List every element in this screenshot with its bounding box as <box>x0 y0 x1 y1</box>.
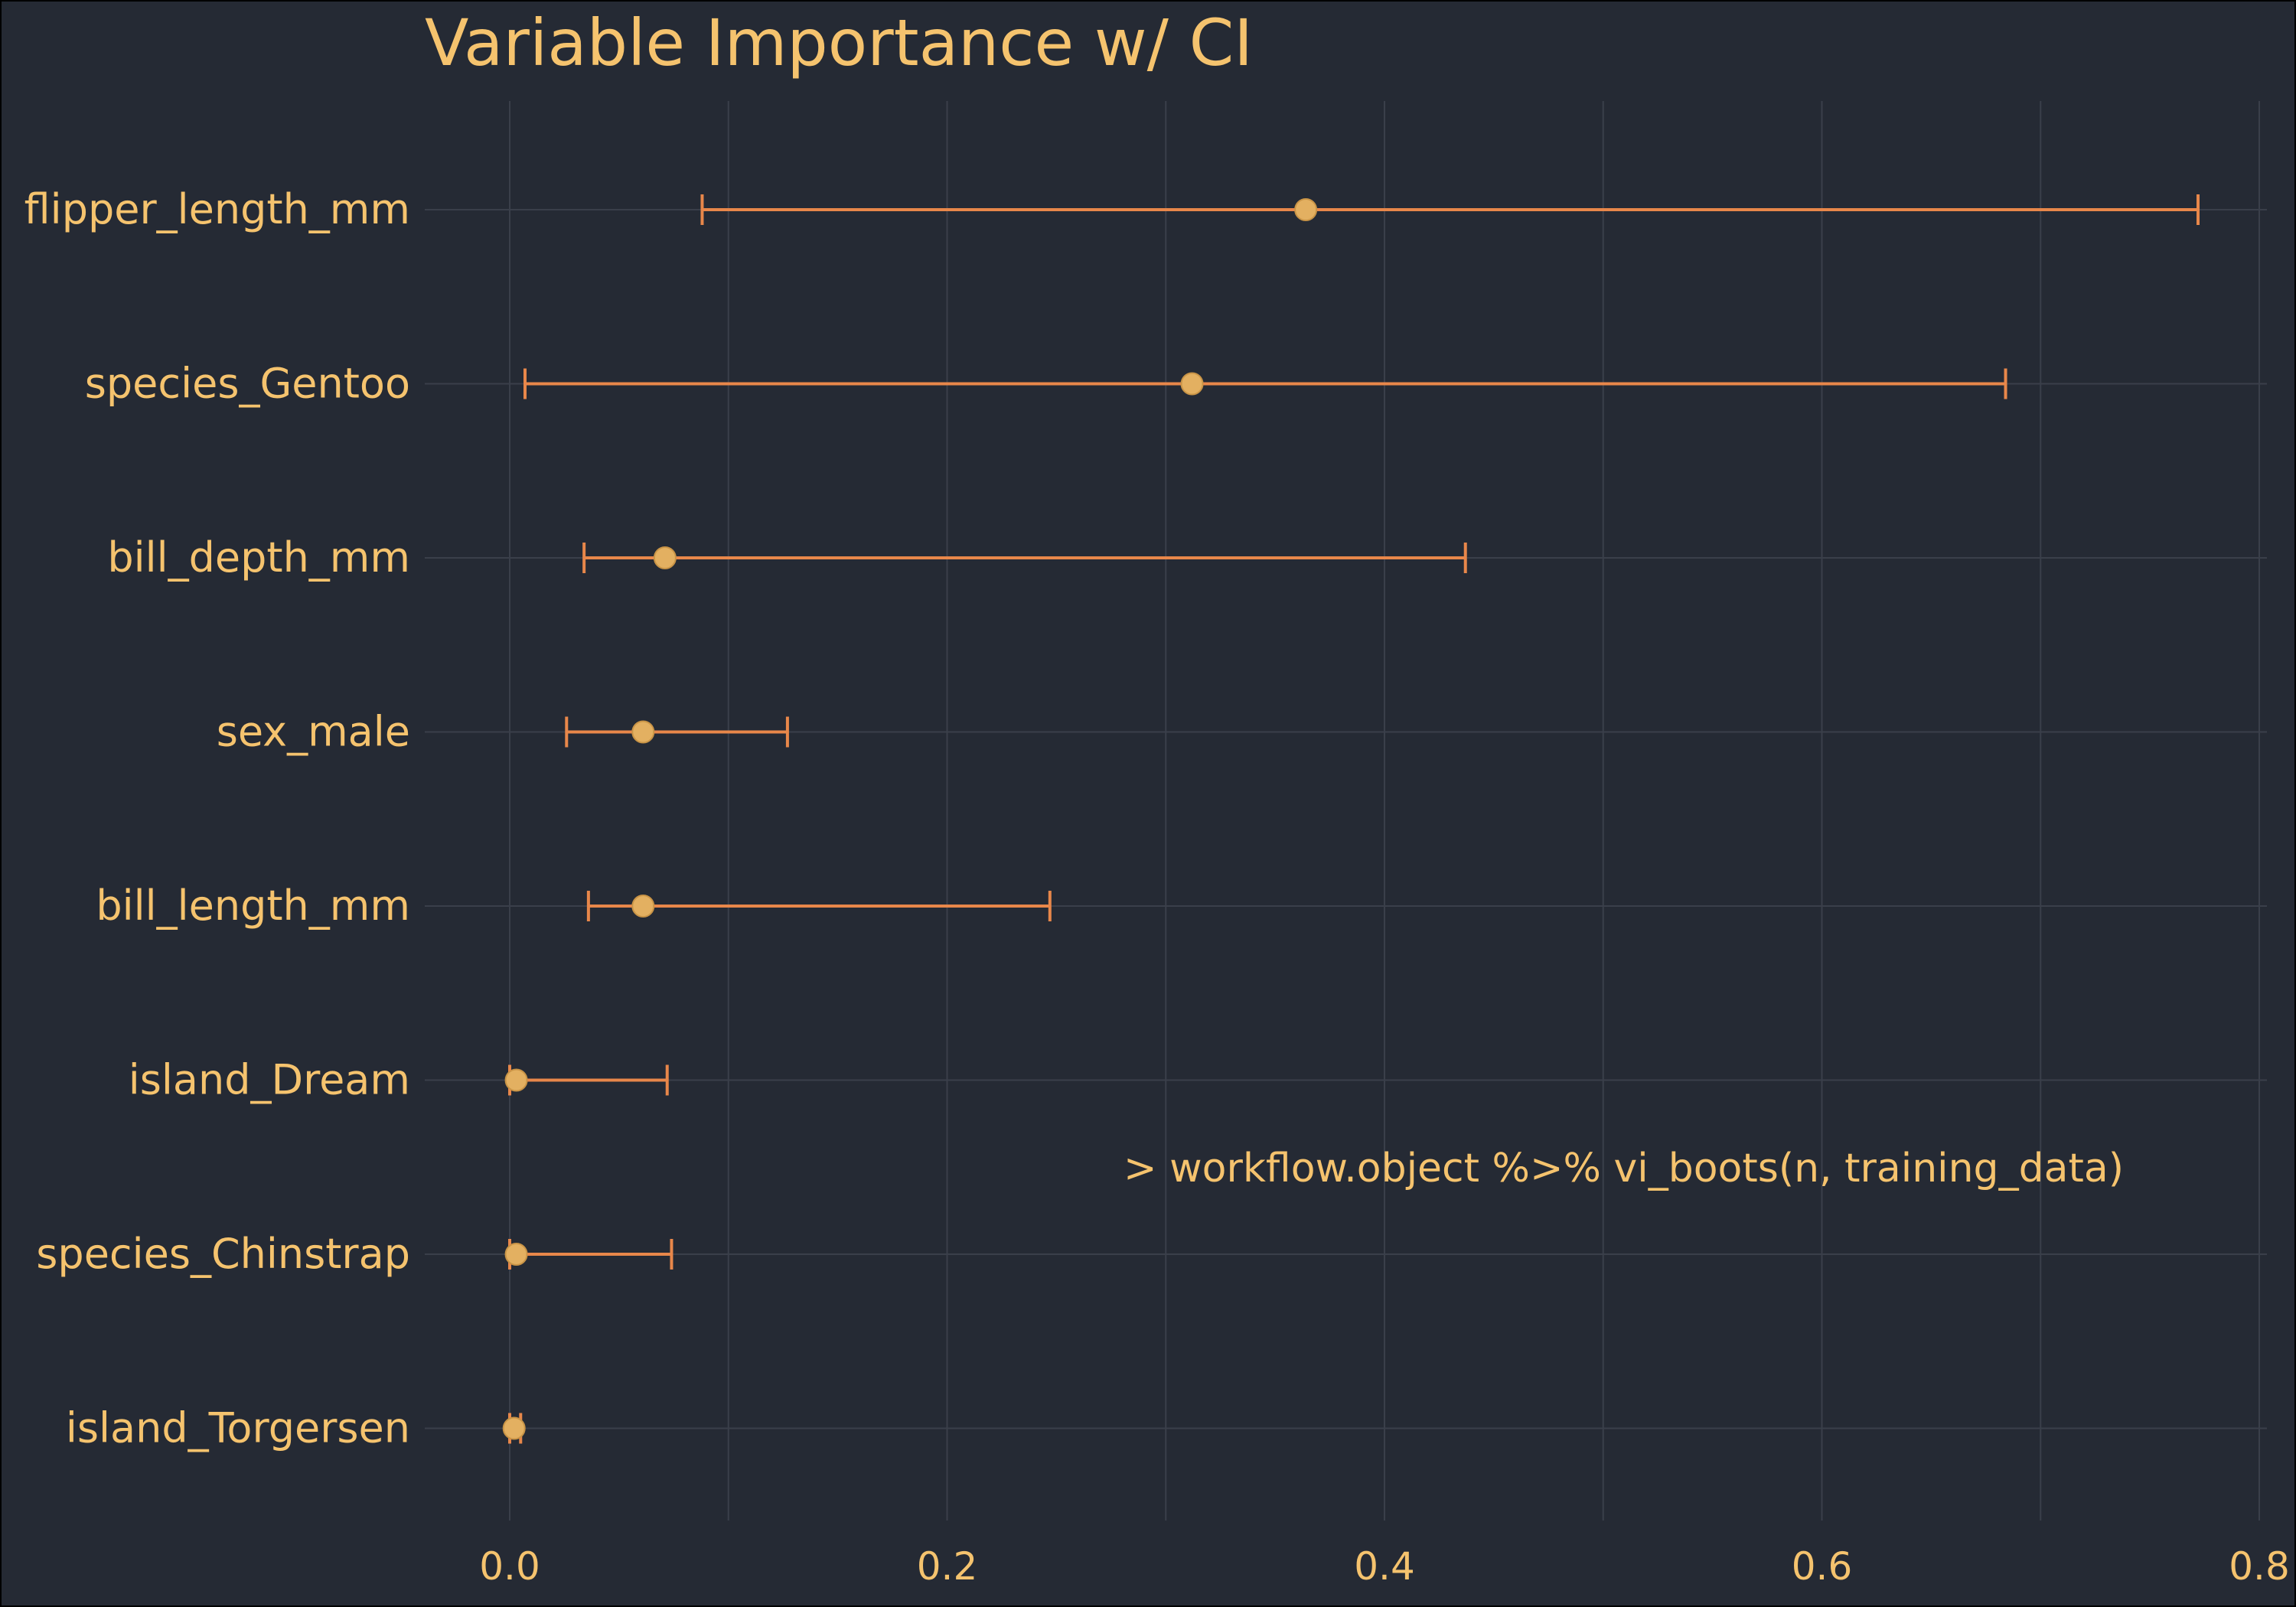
x-tick-label: 0.2 <box>917 1544 978 1589</box>
gridlines <box>425 101 2267 1521</box>
x-tick-label: 0.8 <box>2229 1544 2290 1589</box>
estimate-point <box>502 1416 526 1440</box>
x-tick-label: 0.6 <box>1792 1544 1853 1589</box>
y-tick-label: island_Torgersen <box>66 1404 410 1452</box>
y-tick-label: species_Gentoo <box>85 360 410 408</box>
estimate-point <box>653 546 677 569</box>
chart-title: Variable Importance w/ CI <box>425 5 1253 80</box>
estimate-point <box>1180 372 1204 396</box>
y-axis-labels: flipper_length_mm species_Gentoo bill_dept… <box>24 185 410 1452</box>
x-tick-label: 0.4 <box>1354 1544 1415 1589</box>
y-tick-label: sex_male <box>217 708 410 756</box>
y-tick-label: flipper_length_mm <box>24 185 410 233</box>
estimate-point <box>504 1068 528 1092</box>
estimate-point <box>1294 198 1318 221</box>
y-tick-label: bill_length_mm <box>96 882 410 930</box>
estimate-point <box>631 895 655 918</box>
error-bars <box>508 194 2200 1444</box>
y-tick-label: species_Chinstrap <box>36 1230 410 1278</box>
x-tick-label: 0.0 <box>479 1544 540 1589</box>
estimate-points <box>502 198 1318 1440</box>
y-tick-label: bill_depth_mm <box>107 533 410 582</box>
estimate-point <box>631 720 655 744</box>
estimate-point <box>504 1243 528 1266</box>
code-annotation: > workflow.object %>% vi_boots(n, traini… <box>1124 1146 2124 1191</box>
y-tick-label: island_Dream <box>129 1056 410 1104</box>
x-axis-labels: 0.0 0.2 0.4 0.6 0.8 <box>479 1544 2290 1589</box>
